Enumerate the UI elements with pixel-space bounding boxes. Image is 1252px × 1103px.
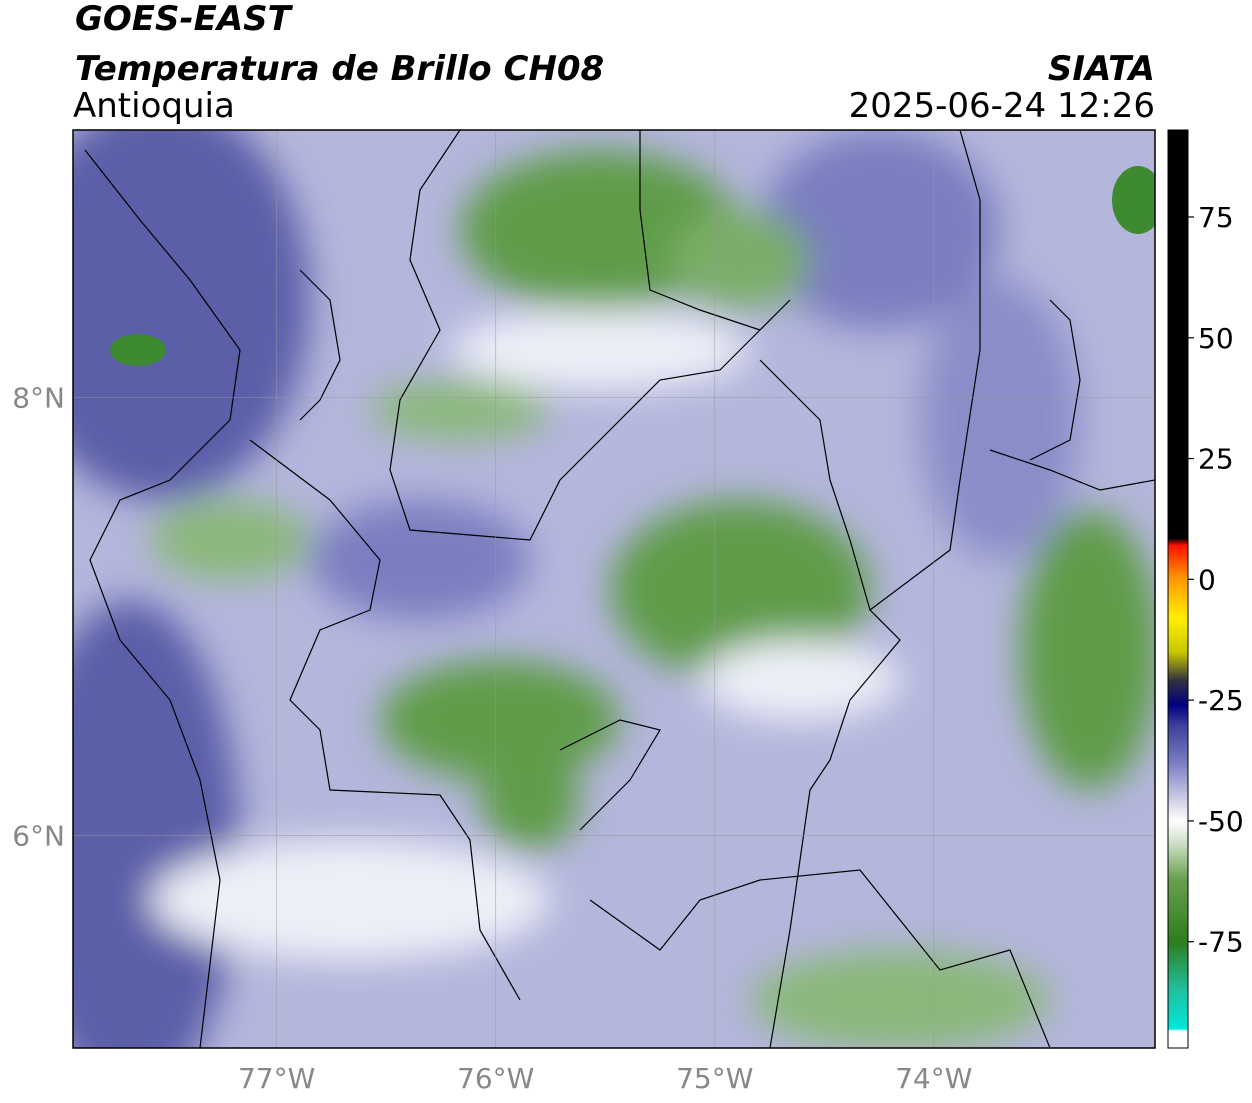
map-field	[73, 130, 1155, 1048]
colorbar-tick-label: 0	[1198, 563, 1216, 596]
x-tick-label: 75°W	[676, 1062, 753, 1095]
colorbar-fill	[1167, 129, 1189, 1049]
map-frame	[72, 129, 1156, 1049]
x-tick-label: 74°W	[895, 1062, 972, 1095]
colorbar-tick-label: -50	[1198, 805, 1244, 838]
colorbar-tick-label: 25	[1198, 443, 1234, 476]
title: GOES-EAST	[75, 0, 294, 39]
grid	[73, 130, 1155, 1048]
source: SIATA	[1048, 49, 1155, 89]
colorbar-tick-label: 75	[1198, 201, 1234, 234]
x-tick-label: 76°W	[457, 1062, 534, 1095]
region: Antioquia	[73, 86, 235, 126]
y-tick-label: 8°N	[12, 381, 65, 414]
x-tick-label: 77°W	[238, 1062, 315, 1095]
colorbar-tick-label: 50	[1198, 322, 1234, 355]
colorbar-tick-label: -75	[1198, 926, 1244, 959]
subtitle: Temperatura de Brillo CH08	[75, 49, 604, 89]
y-tick-label: 6°N	[12, 819, 65, 852]
colorbar: -75 -50 -25 0 25 50 75	[1167, 129, 1244, 1049]
colorbar-tick-label: -25	[1198, 684, 1244, 717]
datetime: 2025-06-24 12:26	[849, 86, 1155, 126]
